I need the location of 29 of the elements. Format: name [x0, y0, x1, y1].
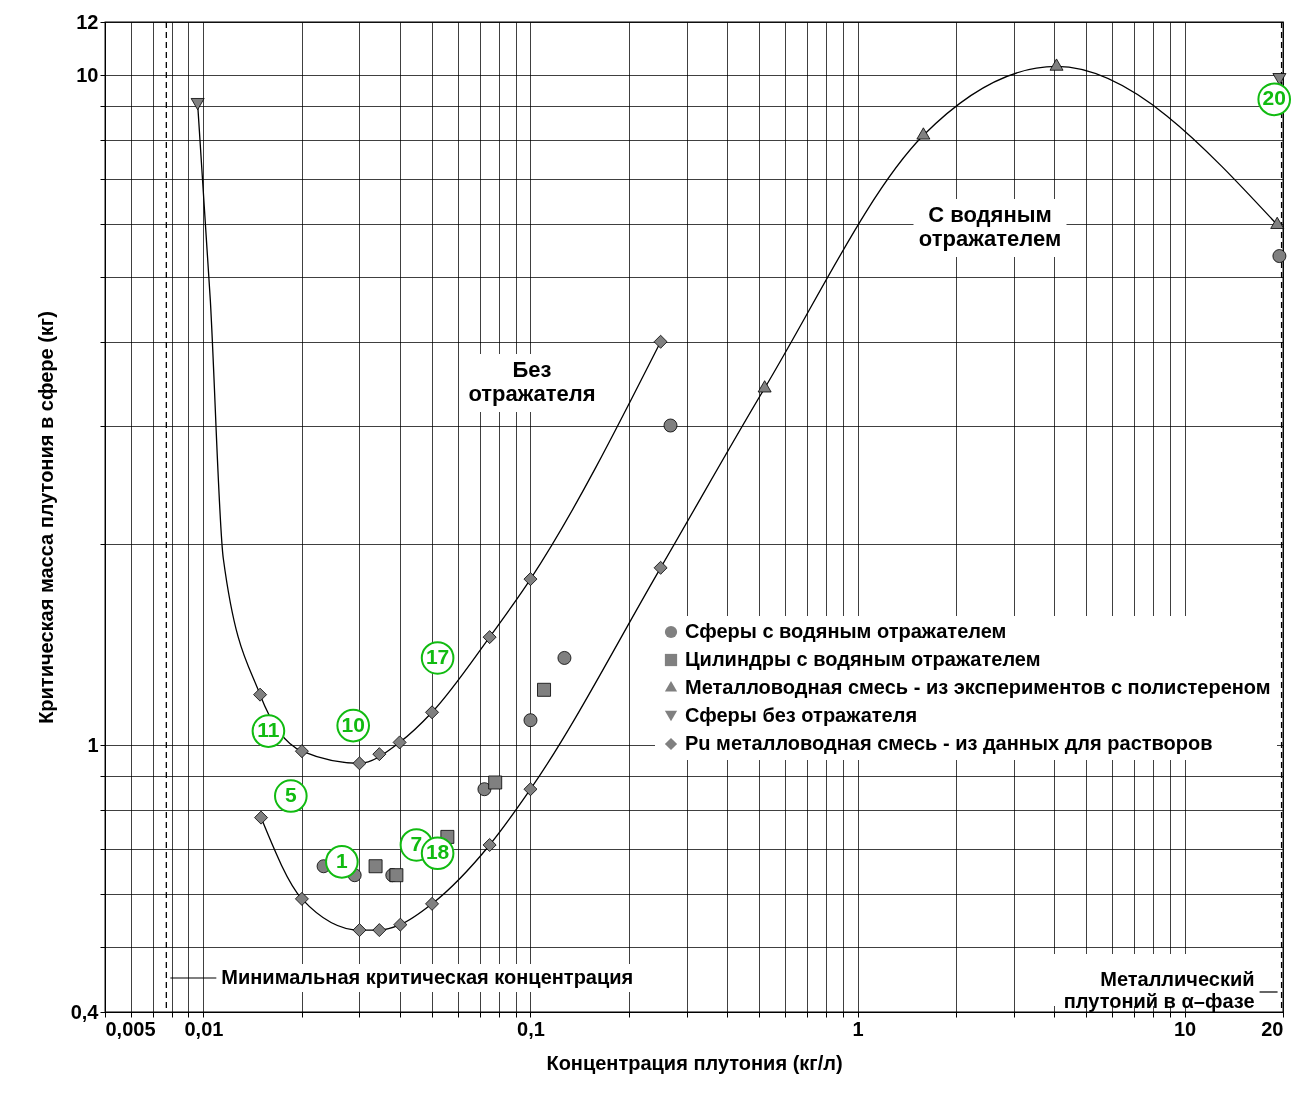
annotation: 7: [410, 831, 423, 855]
x-tick-label: 20: [1261, 1017, 1284, 1040]
y-tick-label: 0,4: [70, 1000, 100, 1023]
x-axis-title: Концентрация плутония (кг/л): [546, 1051, 843, 1074]
ref-line-label: Металлический плутоний в α–фазе: [1063, 968, 1255, 1012]
y-axis-title: Критическая масса плутония в сфере (кг): [34, 311, 57, 724]
annotation: 1: [336, 848, 349, 872]
y-tick-label: 1: [87, 733, 99, 756]
x-tick-label: 0,1: [517, 1017, 545, 1040]
legend-label: Цилиндры с водяным отражателем: [685, 648, 1041, 670]
legend-label: Сферы без отражателя: [685, 704, 918, 726]
annotation: 18: [425, 840, 450, 864]
annotation: 17: [425, 644, 450, 668]
x-tick-label: 0,005: [105, 1017, 156, 1040]
x-tick-label: 0,01: [184, 1017, 224, 1040]
annotation: 11: [257, 718, 280, 742]
annotation: 10: [341, 712, 365, 736]
annotation: 5: [284, 783, 297, 807]
x-tick-label: 10: [1173, 1017, 1197, 1040]
y-tick-label: 10: [76, 63, 99, 86]
annotation: 20: [1262, 86, 1286, 110]
ref-line-label: Минимальная критическая концентрация: [221, 966, 634, 988]
x-tick-label: 1: [852, 1017, 864, 1040]
legend-label: Pu металловодная смесь - из данных для растворов: [685, 732, 1213, 754]
annotation: С водяным отражателем: [918, 202, 1062, 251]
y-tick-label: 12: [76, 10, 99, 33]
annotation: Без отражателя: [468, 357, 596, 406]
legend-label: Металловодная смесь - из экспериментов с полистереном: [685, 676, 1271, 698]
legend-label: Сферы с водяным отражателем: [685, 620, 1007, 642]
